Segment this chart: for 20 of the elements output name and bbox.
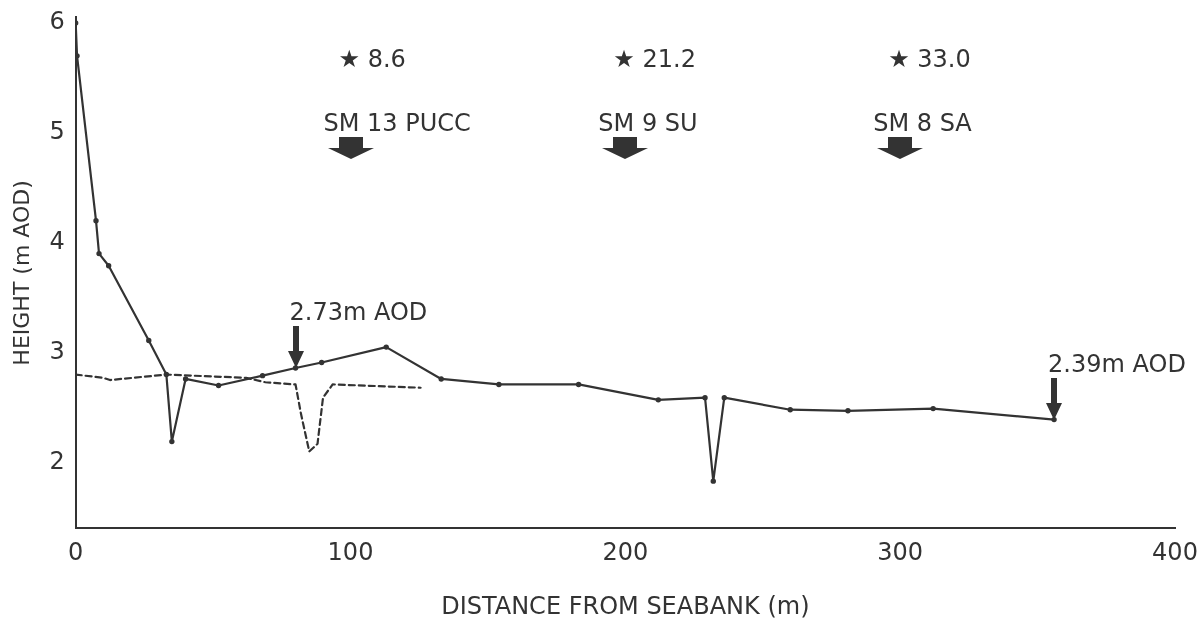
- annotation: ★ 8.6: [338, 45, 406, 74]
- annotation: ★ 21.2: [613, 45, 696, 74]
- x-tick-label: 100: [327, 538, 374, 567]
- annotation: ★ 33.0: [888, 45, 971, 74]
- annotation: SM 13 PUCC: [323, 109, 471, 138]
- y-tick-label: 2: [49, 446, 65, 475]
- x-tick-label: 0: [68, 538, 84, 567]
- x-tick-label: 300: [877, 538, 924, 567]
- annotation: SM 8 SA: [873, 109, 973, 138]
- x-tick-label: 400: [1152, 538, 1198, 567]
- y-tick-label: 4: [49, 226, 65, 255]
- annotation: 2.73m AOD: [289, 297, 428, 326]
- annotation: 2.39m AOD: [1048, 349, 1186, 378]
- y-tick-label: 6: [49, 7, 65, 36]
- y-axis-title: HEIGHT (m AOD): [8, 180, 34, 366]
- x-axis-title: DISTANCE FROM SEABANK (m): [441, 591, 810, 620]
- x-tick-label: 200: [602, 538, 649, 567]
- y-tick-label: 3: [49, 336, 65, 365]
- y-tick-label: 5: [49, 117, 65, 146]
- annotation: SM 9 SU: [598, 109, 698, 138]
